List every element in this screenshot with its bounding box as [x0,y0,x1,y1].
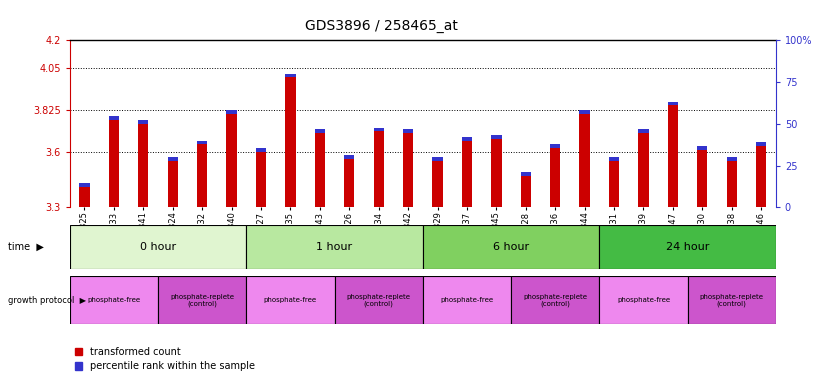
Bar [256,152,266,207]
Bar [197,141,208,144]
Bar [491,135,502,139]
Text: 1 hour: 1 hour [316,242,353,252]
Bar [491,139,502,207]
Bar [550,148,561,207]
Bar [374,127,384,131]
Bar [138,124,149,207]
Bar [246,225,423,269]
Bar [433,161,443,207]
Bar [374,131,384,207]
Bar [461,141,472,207]
Bar [697,146,708,150]
Bar [511,276,599,324]
Bar [285,74,296,78]
Bar [688,276,776,324]
Bar [667,105,678,207]
Bar [599,225,776,269]
Text: 24 hour: 24 hour [666,242,709,252]
Text: time  ▶: time ▶ [8,242,44,252]
Bar [167,157,178,161]
Text: 0 hour: 0 hour [140,242,177,252]
Bar [423,276,511,324]
Bar [727,161,737,207]
Bar [599,276,688,324]
Text: phosphate-free: phosphate-free [617,298,670,303]
Bar [667,101,678,105]
Bar [727,157,737,161]
Text: GDS3896 / 258465_at: GDS3896 / 258465_at [305,19,458,33]
Legend: transformed count, percentile rank within the sample: transformed count, percentile rank withi… [75,347,255,371]
Text: growth protocol  ▶: growth protocol ▶ [8,296,86,305]
Text: phosphate-replete
(control): phosphate-replete (control) [523,294,587,307]
Bar [521,176,531,207]
Bar [108,116,119,120]
Bar [580,114,589,207]
Bar [256,148,266,152]
Bar [580,110,589,114]
Bar [423,225,599,269]
Bar [609,157,619,161]
Bar [335,276,423,324]
Bar [314,129,325,133]
Text: phosphate-free: phosphate-free [87,298,140,303]
Bar [521,172,531,176]
Bar [108,120,119,207]
Bar [80,183,89,187]
Bar [167,161,178,207]
Bar [756,142,766,146]
Bar [344,156,355,159]
Bar [246,276,335,324]
Text: phosphate-replete
(control): phosphate-replete (control) [170,294,234,307]
Bar [227,110,236,114]
Text: phosphate-replete
(control): phosphate-replete (control) [699,294,764,307]
Bar [697,150,708,207]
Bar [756,146,766,207]
Bar [344,159,355,207]
Text: phosphate-free: phosphate-free [264,298,317,303]
Bar [285,78,296,207]
Text: 6 hour: 6 hour [493,242,530,252]
Bar [638,129,649,133]
Text: phosphate-free: phosphate-free [440,298,493,303]
Bar [70,225,246,269]
Bar [403,133,413,207]
Bar [314,133,325,207]
Bar [609,161,619,207]
Bar [550,144,561,148]
Bar [433,157,443,161]
Bar [138,120,149,124]
Bar [158,276,246,324]
Bar [403,129,413,133]
Bar [80,187,89,207]
Text: phosphate-replete
(control): phosphate-replete (control) [346,294,410,307]
Bar [227,114,236,207]
Bar [461,137,472,141]
Bar [197,144,208,207]
Bar [638,133,649,207]
Bar [70,276,158,324]
